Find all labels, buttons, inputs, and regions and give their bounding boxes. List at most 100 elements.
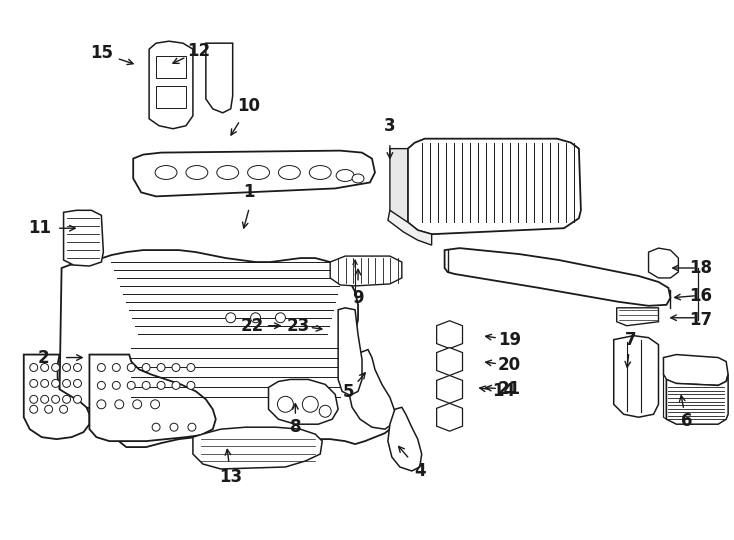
Text: 14: 14 bbox=[492, 382, 515, 400]
Text: 19: 19 bbox=[498, 330, 521, 349]
Polygon shape bbox=[437, 321, 462, 349]
Circle shape bbox=[275, 313, 286, 323]
Circle shape bbox=[40, 395, 48, 403]
Circle shape bbox=[187, 381, 195, 389]
Polygon shape bbox=[133, 151, 375, 197]
Text: 15: 15 bbox=[90, 44, 113, 62]
Circle shape bbox=[112, 363, 120, 372]
Text: 2: 2 bbox=[38, 348, 49, 367]
Circle shape bbox=[73, 395, 81, 403]
Text: 21: 21 bbox=[498, 380, 521, 399]
Circle shape bbox=[152, 423, 160, 431]
Circle shape bbox=[187, 363, 195, 372]
Ellipse shape bbox=[217, 166, 239, 179]
Polygon shape bbox=[64, 210, 103, 266]
Polygon shape bbox=[338, 308, 362, 395]
Polygon shape bbox=[614, 336, 658, 417]
Circle shape bbox=[115, 400, 124, 409]
Text: 20: 20 bbox=[498, 355, 521, 374]
Circle shape bbox=[62, 395, 70, 403]
Bar bbox=[156, 56, 186, 78]
Circle shape bbox=[319, 406, 331, 417]
Polygon shape bbox=[437, 375, 462, 403]
Text: 5: 5 bbox=[342, 383, 354, 401]
Circle shape bbox=[62, 363, 70, 372]
Circle shape bbox=[172, 363, 180, 372]
Polygon shape bbox=[437, 403, 462, 431]
Text: 11: 11 bbox=[28, 219, 51, 237]
Text: 17: 17 bbox=[688, 310, 712, 329]
Circle shape bbox=[142, 381, 150, 389]
Circle shape bbox=[302, 396, 319, 412]
Text: 9: 9 bbox=[352, 289, 364, 307]
Text: 1: 1 bbox=[243, 184, 255, 201]
Circle shape bbox=[40, 380, 48, 387]
Ellipse shape bbox=[247, 166, 269, 179]
Polygon shape bbox=[408, 139, 581, 234]
Ellipse shape bbox=[155, 166, 177, 179]
Circle shape bbox=[62, 380, 70, 387]
Ellipse shape bbox=[309, 166, 331, 179]
Circle shape bbox=[30, 380, 37, 387]
Polygon shape bbox=[330, 256, 401, 286]
Circle shape bbox=[98, 381, 106, 389]
Polygon shape bbox=[348, 349, 395, 429]
Text: 8: 8 bbox=[290, 418, 301, 436]
Circle shape bbox=[59, 406, 68, 413]
Circle shape bbox=[127, 381, 135, 389]
Text: 22: 22 bbox=[241, 317, 264, 335]
Polygon shape bbox=[206, 43, 233, 113]
Circle shape bbox=[157, 381, 165, 389]
Circle shape bbox=[133, 400, 142, 409]
Circle shape bbox=[226, 313, 236, 323]
Text: 4: 4 bbox=[414, 462, 426, 480]
Text: 13: 13 bbox=[219, 468, 242, 486]
Circle shape bbox=[30, 363, 37, 372]
Text: 23: 23 bbox=[287, 317, 310, 335]
Circle shape bbox=[157, 363, 165, 372]
Circle shape bbox=[170, 423, 178, 431]
Text: 6: 6 bbox=[680, 412, 692, 430]
Polygon shape bbox=[649, 248, 678, 278]
Polygon shape bbox=[390, 148, 408, 222]
Text: 18: 18 bbox=[688, 259, 712, 277]
Circle shape bbox=[51, 363, 59, 372]
Polygon shape bbox=[664, 374, 666, 419]
Circle shape bbox=[150, 400, 159, 409]
Circle shape bbox=[172, 381, 180, 389]
Text: 7: 7 bbox=[625, 330, 636, 349]
Ellipse shape bbox=[352, 174, 364, 183]
Circle shape bbox=[45, 406, 53, 413]
Circle shape bbox=[277, 396, 294, 412]
Polygon shape bbox=[149, 41, 193, 129]
Polygon shape bbox=[388, 407, 422, 471]
Circle shape bbox=[73, 363, 81, 372]
Polygon shape bbox=[445, 248, 670, 306]
Circle shape bbox=[30, 395, 37, 403]
Bar bbox=[156, 86, 186, 108]
Polygon shape bbox=[437, 348, 462, 375]
Circle shape bbox=[142, 363, 150, 372]
Circle shape bbox=[250, 313, 261, 323]
Text: 3: 3 bbox=[384, 117, 396, 135]
Circle shape bbox=[51, 380, 59, 387]
Circle shape bbox=[98, 363, 106, 372]
Circle shape bbox=[30, 406, 37, 413]
Polygon shape bbox=[664, 355, 728, 386]
Circle shape bbox=[188, 423, 196, 431]
Polygon shape bbox=[666, 374, 728, 424]
Circle shape bbox=[112, 381, 120, 389]
Ellipse shape bbox=[186, 166, 208, 179]
Polygon shape bbox=[388, 210, 432, 245]
Text: 12: 12 bbox=[187, 42, 211, 60]
Circle shape bbox=[127, 363, 135, 372]
Polygon shape bbox=[617, 308, 658, 326]
Polygon shape bbox=[193, 427, 322, 469]
Polygon shape bbox=[269, 380, 338, 424]
Polygon shape bbox=[23, 355, 90, 439]
Circle shape bbox=[97, 400, 106, 409]
Circle shape bbox=[40, 363, 48, 372]
Text: 16: 16 bbox=[688, 287, 712, 305]
Ellipse shape bbox=[278, 166, 300, 179]
Polygon shape bbox=[59, 250, 392, 449]
